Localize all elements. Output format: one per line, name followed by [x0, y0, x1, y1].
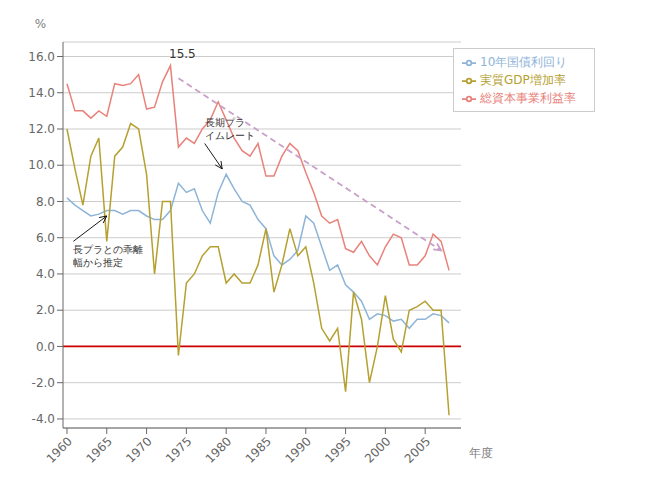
svg-text:2.0: 2.0: [36, 303, 55, 317]
svg-text:1980: 1980: [203, 434, 234, 465]
svg-text:1970: 1970: [123, 434, 154, 465]
svg-text:2005: 2005: [402, 434, 433, 465]
svg-text:15.5: 15.5: [169, 47, 196, 61]
svg-text:8.0: 8.0: [36, 195, 55, 209]
svg-text:4.0: 4.0: [36, 267, 55, 281]
svg-text:1990: 1990: [282, 434, 313, 465]
svg-text:1985: 1985: [243, 434, 274, 465]
svg-text:2000: 2000: [362, 434, 393, 465]
svg-text:-2.0: -2.0: [32, 376, 55, 390]
svg-text:%: %: [35, 17, 46, 31]
html-text:総資本事業利益率: 総資本事業利益率: [480, 91, 576, 105]
svg-text:14.0: 14.0: [28, 86, 55, 100]
svg-text:16.0: 16.0: [28, 50, 55, 64]
html-text:10年国債利回り: 10年国債利回り: [480, 55, 568, 69]
svg-text:12.0: 12.0: [28, 122, 55, 136]
svg-text:年度: 年度: [469, 446, 493, 460]
svg-text:6.0: 6.0: [36, 231, 55, 245]
svg-text:0.0: 0.0: [36, 340, 55, 354]
svg-text:1975: 1975: [163, 434, 194, 465]
svg-text:10.0: 10.0: [28, 158, 55, 172]
svg-text:1965: 1965: [83, 434, 114, 465]
svg-text:1960: 1960: [44, 434, 75, 465]
svg-text:長プラとの乖離幅から推定: 長プラとの乖離幅から推定: [73, 244, 143, 268]
svg-text:-4.0: -4.0: [32, 412, 55, 426]
svg-text:長期プライムレート: 長期プライムレート: [205, 117, 255, 141]
html-text:実質GDP増加率: 実質GDP増加率: [480, 73, 566, 87]
svg-text:1995: 1995: [322, 434, 353, 465]
